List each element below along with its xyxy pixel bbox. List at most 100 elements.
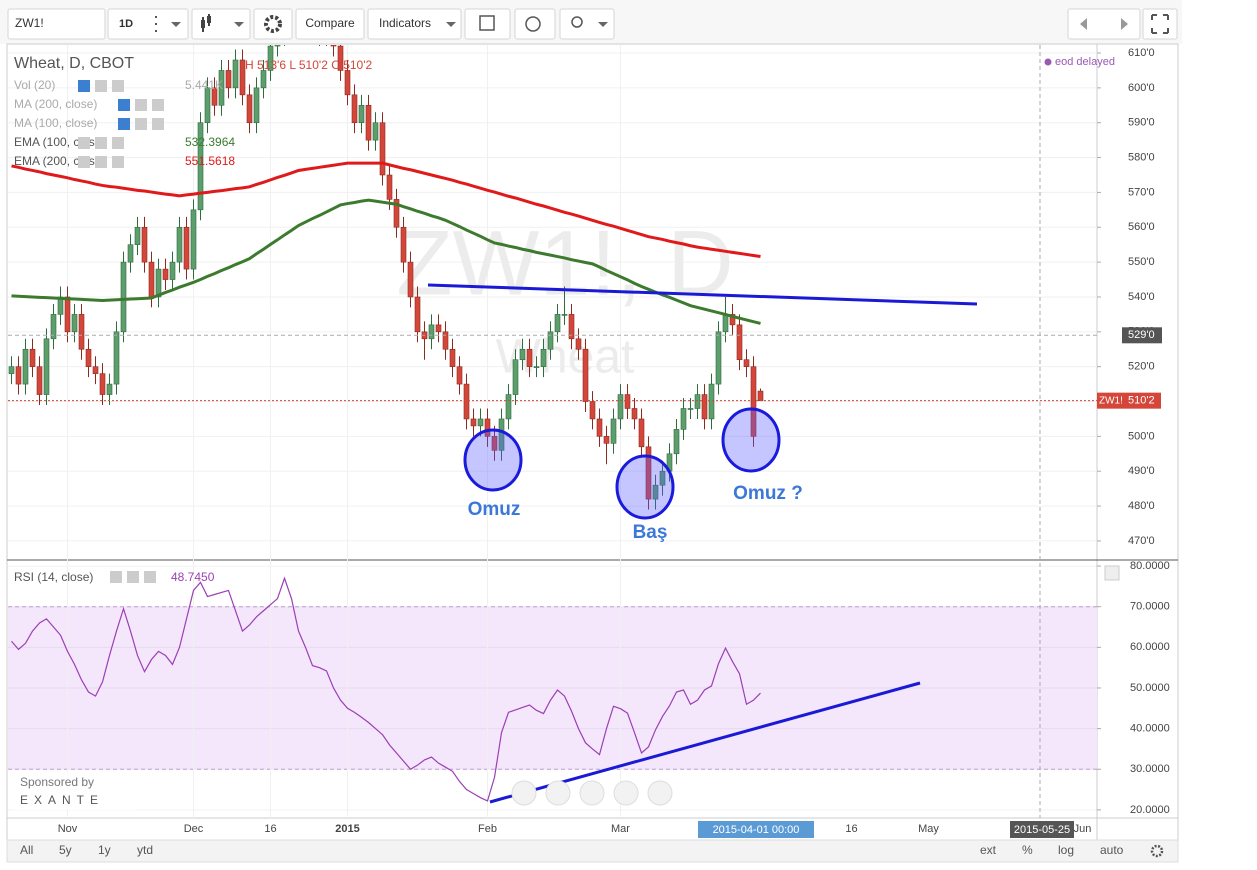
candle-body [519, 348, 526, 361]
option-button[interactable]: ext [980, 843, 997, 857]
candle-body [729, 314, 736, 326]
ohlc-header: H 513'6 L 510'2 C 510'2 [245, 58, 373, 72]
candle-body [330, 45, 337, 47]
x-tick-label: Dec [184, 823, 204, 835]
zoom-out[interactable] [545, 780, 571, 806]
candle-body [743, 359, 750, 367]
scroll-left[interactable] [511, 780, 537, 806]
crosshair-date-box [1010, 821, 1074, 838]
candle-body [29, 348, 36, 367]
candle-body [253, 87, 260, 124]
rsi-band [8, 606, 1097, 770]
reset[interactable] [579, 780, 605, 806]
sponsor-box [12, 772, 136, 810]
y-tick-label: 80.0000 [1130, 560, 1170, 572]
candle-body [8, 366, 15, 374]
option-button[interactable]: log [1058, 843, 1074, 857]
candle-body [183, 226, 190, 270]
chart-style-button[interactable] [191, 8, 251, 40]
y-tick-label: 590'0 [1128, 117, 1155, 129]
y-tick-label: 70.0000 [1130, 601, 1170, 613]
legend-value: 5.441K [185, 78, 223, 92]
candle-body [533, 366, 540, 368]
x-tick-label: Jun [1074, 823, 1092, 835]
alert-icon [525, 16, 541, 32]
y-tick-label: 50.0000 [1130, 682, 1170, 694]
rsi-line [11, 576, 761, 802]
candle-body [526, 348, 533, 367]
scroll-right[interactable] [647, 780, 673, 806]
legend-name: MA (100, close) [14, 116, 97, 130]
legend-icon[interactable] [135, 99, 147, 111]
option-button[interactable]: auto [1100, 843, 1124, 857]
candle-body [589, 401, 596, 420]
range-button[interactable]: 1y [98, 843, 111, 857]
legend-icon[interactable] [152, 99, 164, 111]
cursor-date: 2015-04-01 00:00 [713, 824, 800, 836]
legend-icon[interactable] [95, 137, 107, 149]
candle-body [428, 324, 435, 340]
x-tick-label: 16 [845, 823, 857, 835]
x-tick-label: Nov [58, 823, 78, 835]
legend-icon[interactable] [152, 118, 164, 130]
toolbar: ZW1! 1D Compare Indicators [0, 0, 1182, 44]
crosshair-date: 2015-05-25 [1014, 824, 1070, 836]
maximize-pane[interactable] [1104, 565, 1120, 581]
y-tick-label: 570'0 [1128, 186, 1155, 198]
candle-body [463, 383, 470, 420]
last-price-label: 510'2 [1128, 395, 1155, 407]
range-button[interactable]: ytd [137, 843, 153, 857]
eye-icon[interactable] [118, 118, 130, 130]
option-button[interactable]: % [1022, 843, 1033, 857]
y-tick-label: 30.0000 [1130, 763, 1170, 775]
zoom-in[interactable] [613, 780, 639, 806]
legend-icon[interactable] [135, 118, 147, 130]
compare-button[interactable] [295, 8, 365, 40]
y-tick-label: 500'0 [1128, 430, 1155, 442]
legend-icon[interactable] [112, 156, 124, 168]
last-price-box [1097, 392, 1161, 409]
range-button[interactable]: 5y [59, 843, 72, 857]
interval-box[interactable] [107, 8, 189, 40]
ideas-button[interactable] [559, 8, 615, 40]
range-button[interactable]: All [20, 843, 33, 857]
candle-body [197, 122, 204, 211]
candle-body [568, 314, 575, 340]
crosshair-box [1122, 327, 1162, 344]
rsi-band-layer [8, 606, 1097, 770]
candle-body [505, 394, 512, 420]
eye-icon[interactable] [110, 571, 122, 583]
fullscreen-button[interactable] [1142, 8, 1178, 40]
legend-icon[interactable] [112, 137, 124, 149]
legend-icon[interactable] [112, 80, 124, 92]
template-button[interactable] [464, 8, 511, 40]
eye-icon[interactable] [118, 99, 130, 111]
symbol-box[interactable] [7, 8, 106, 40]
candle-body [470, 418, 477, 427]
settings-button[interactable] [1150, 844, 1164, 858]
alert-button[interactable] [514, 8, 556, 40]
eye-icon[interactable] [78, 80, 90, 92]
candle-body [673, 429, 680, 455]
y-tick-label: 480'0 [1128, 500, 1155, 512]
candle-body [190, 209, 197, 270]
candle-icon-body [201, 20, 205, 28]
dropdown-arrow [598, 22, 608, 27]
candle-body [225, 70, 232, 89]
candle-body [442, 331, 449, 350]
candle-body [414, 296, 421, 333]
undo-redo[interactable] [1067, 8, 1141, 40]
legend-icon[interactable] [95, 80, 107, 92]
eye-icon[interactable] [78, 156, 90, 168]
settings-button[interactable] [253, 8, 293, 40]
candle-body [610, 418, 617, 444]
candle-body [379, 122, 386, 176]
indicators-button[interactable] [367, 8, 462, 40]
legend-icon[interactable] [95, 156, 107, 168]
eye-icon[interactable] [78, 137, 90, 149]
close-icon[interactable] [144, 571, 156, 583]
candle-body [141, 226, 148, 263]
candle-body [624, 394, 631, 409]
dropdown-arrow [171, 22, 181, 27]
settings-icon[interactable] [127, 571, 139, 583]
